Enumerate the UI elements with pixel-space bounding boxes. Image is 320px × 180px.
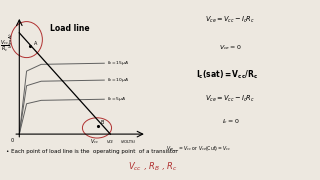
Text: $\mathbf{I_c(sat) = V_{cc}/R_c}$: $\mathbf{I_c(sat) = V_{cc}/R_c}$ [196, 68, 258, 81]
Text: $V_{ce_{Max}}=V_{cc}$ or $V_{ce}$(Cut)$= V_{cc}$: $V_{ce_{Max}}=V_{cc}$ or $V_{ce}$(Cut)$=… [166, 144, 231, 154]
Text: $V_{CE}$: $V_{CE}$ [106, 138, 115, 146]
Text: B: B [100, 120, 104, 125]
Text: $I_c = 0$: $I_c = 0$ [222, 117, 239, 126]
Text: 0: 0 [11, 138, 13, 143]
Text: $V_{cc}$ , $R_{B}$ , $R_c$: $V_{cc}$ , $R_{B}$ , $R_c$ [128, 160, 178, 173]
Text: $V_{cc}$: $V_{cc}$ [90, 137, 99, 146]
Text: Load line: Load line [51, 24, 90, 33]
Text: $V_{ce} = V_{cc}-I_cR_c$: $V_{ce} = V_{cc}-I_cR_c$ [205, 14, 255, 25]
Text: (VOLTS): (VOLTS) [121, 140, 136, 144]
Text: A: A [34, 41, 37, 46]
Text: $I_b = 5\mu A$: $I_b = 5\mu A$ [107, 95, 126, 103]
Text: $V_{ce} = 0$: $V_{ce} = 0$ [219, 43, 242, 52]
Text: $\frac{V_{cc}}{R_c}$: $\frac{V_{cc}}{R_c}$ [0, 38, 9, 54]
Text: $I_c$(mA): $I_c$(mA) [7, 33, 15, 48]
Text: $V_{ce} = V_{cc}-I_cR_c$: $V_{ce} = V_{cc}-I_cR_c$ [205, 94, 255, 104]
Text: $I_b = 15\mu A$: $I_b = 15\mu A$ [107, 59, 128, 67]
Text: • Each point of load line is the  operating point  of a transistor: • Each point of load line is the operati… [6, 149, 178, 154]
Text: $I_b = 10\mu A$: $I_b = 10\mu A$ [107, 76, 128, 84]
